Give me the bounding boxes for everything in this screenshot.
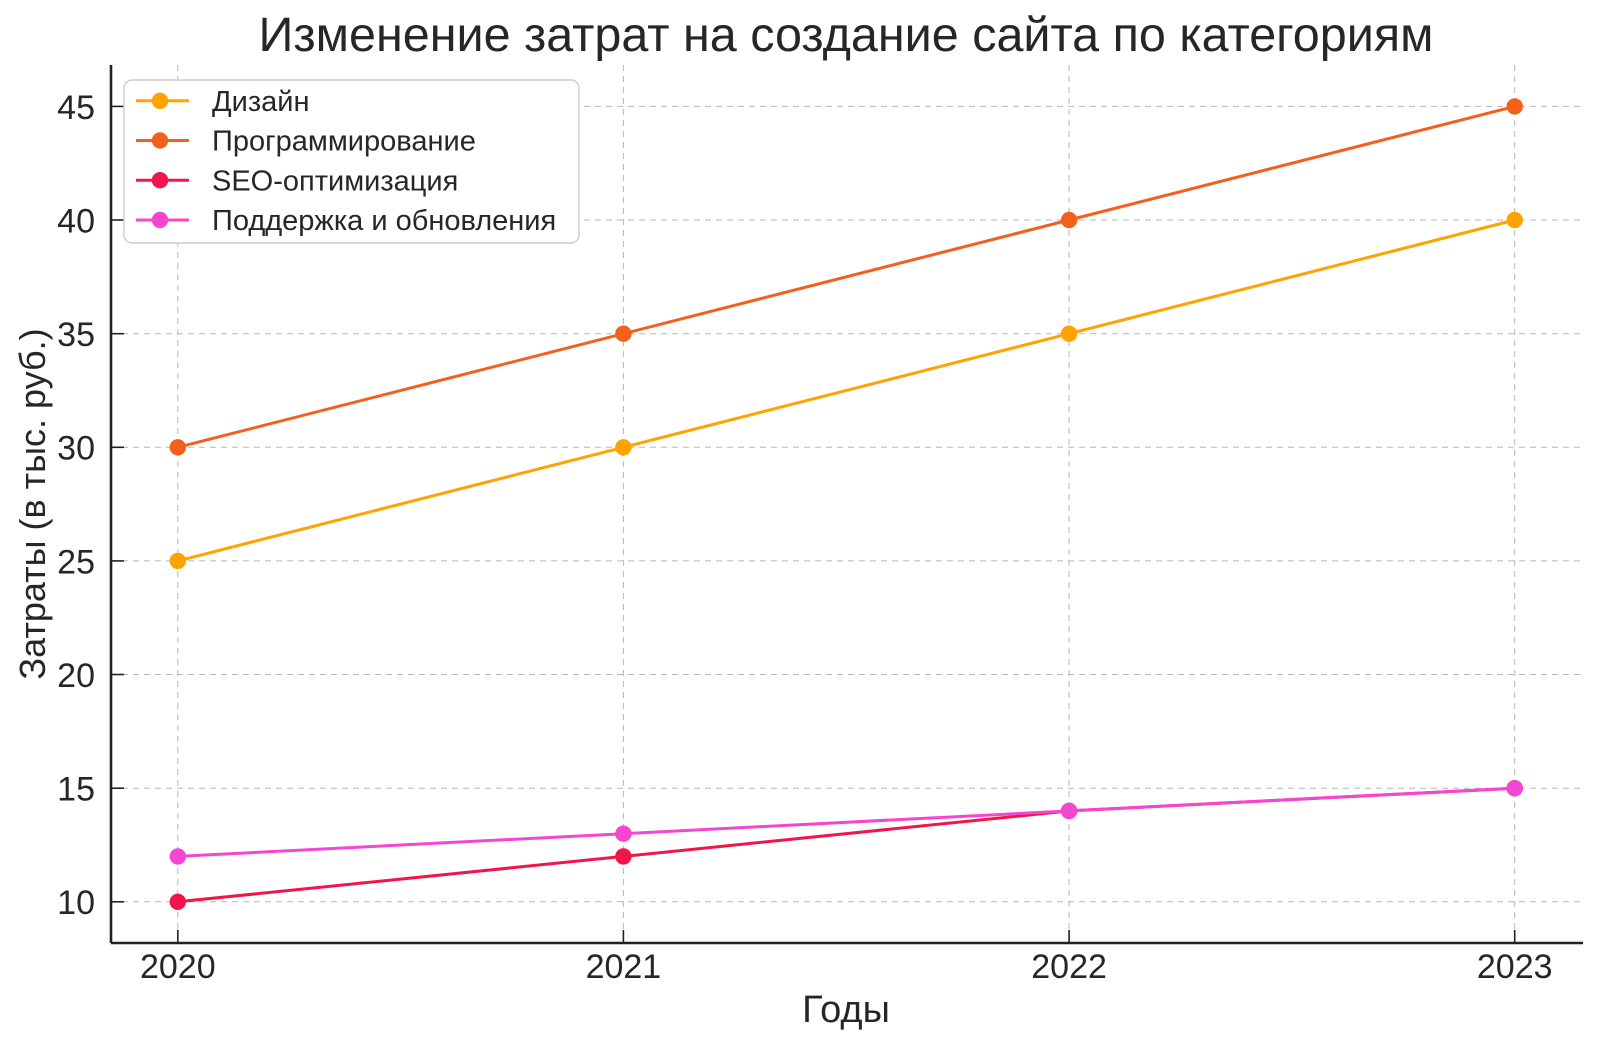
svg-text:2020: 2020 — [140, 948, 216, 986]
svg-text:15: 15 — [57, 771, 95, 809]
svg-text:25: 25 — [57, 543, 95, 581]
svg-text:2022: 2022 — [1031, 948, 1107, 986]
svg-text:35: 35 — [57, 316, 95, 354]
svg-text:SEO-оптимизация: SEO-оптимизация — [212, 165, 458, 197]
svg-text:Затраты (в тыс. руб.): Затраты (в тыс. руб.) — [12, 328, 53, 679]
svg-text:45: 45 — [57, 89, 95, 127]
svg-text:Изменение затрат на создание с: Изменение затрат на создание сайта по ка… — [259, 8, 1434, 62]
svg-text:Годы: Годы — [802, 989, 890, 1031]
svg-text:Поддержка и обновления: Поддержка и обновления — [212, 205, 556, 237]
svg-text:40: 40 — [57, 202, 95, 240]
svg-text:Программирование: Программирование — [212, 126, 476, 158]
svg-text:30: 30 — [57, 430, 95, 468]
svg-text:10: 10 — [57, 884, 95, 922]
svg-text:2021: 2021 — [586, 948, 662, 986]
svg-text:2023: 2023 — [1477, 948, 1553, 986]
svg-text:20: 20 — [57, 657, 95, 695]
svg-text:Дизайн: Дизайн — [212, 86, 309, 118]
